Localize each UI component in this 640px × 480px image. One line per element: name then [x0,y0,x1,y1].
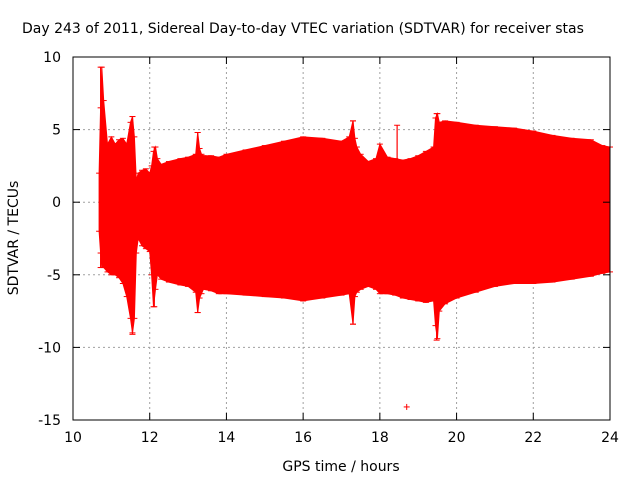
x-tick-label: 18 [371,430,389,446]
y-tick-label: -10 [38,340,61,356]
x-tick-label: 12 [141,430,159,446]
x-tick-label: 14 [218,430,236,446]
x-tick-label: 22 [524,430,542,446]
axes [72,56,611,421]
chart-title: Day 243 of 2011, Sidereal Day-to-day VTE… [22,21,584,37]
data-layer [96,66,613,410]
y-axis-label: SDTVAR / TECUs [6,181,22,296]
x-tick-label: 20 [448,430,466,446]
ticks: 10 12 14 16 18 20 22 24 -15 -10 -5 0 5 10 [38,50,619,446]
plot-frame [72,56,611,421]
y-tick-label: -15 [38,413,61,429]
x-tick-label: 24 [601,430,619,446]
y-tick-label: 0 [52,195,61,211]
x-axis-label: GPS time / hours [282,459,399,475]
y-tick-label: 5 [52,123,61,139]
x-tick-label: 10 [64,430,82,446]
y-tick-label: 10 [43,50,61,66]
y-tick-label: -5 [47,268,61,284]
x-tick-label: 16 [294,430,312,446]
